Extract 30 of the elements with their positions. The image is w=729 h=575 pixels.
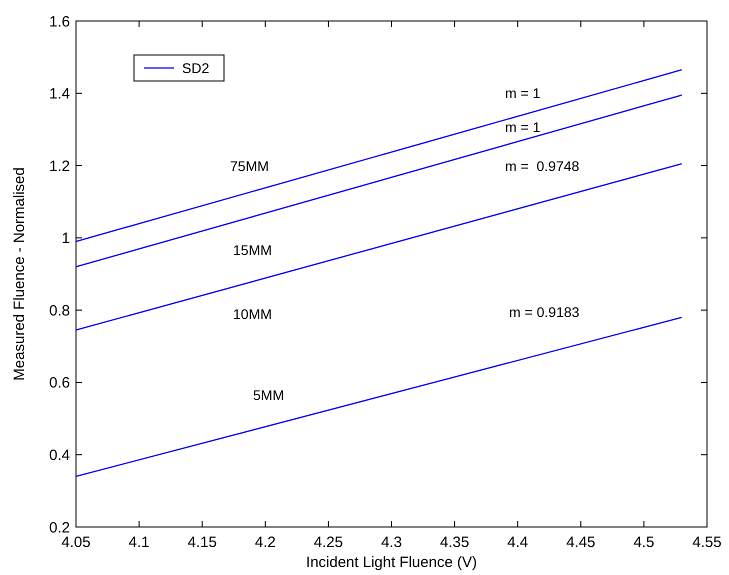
legend-label: SD2 [182,60,210,76]
y-tick-label: 1.4 [49,86,70,103]
x-tick-label: 4.05 [61,534,91,551]
x-tick-label: 4.5 [633,534,654,551]
x-tick-label: 4.25 [314,534,343,551]
x-tick-label: 4.3 [381,534,402,551]
annotation: 10MM [233,306,272,322]
x-tick-label: 4.2 [254,534,276,551]
x-tick-label: 4.35 [440,534,470,551]
annotation: 5MM [253,386,284,403]
x-tick-label: 4.1 [128,534,150,551]
x-tick-label: 4.55 [692,534,722,551]
y-tick-label: 1.6 [49,13,70,30]
x-tick-label: 4.4 [507,534,528,551]
annotation: 15MM [233,242,272,258]
y-tick-label: 1.2 [49,158,70,175]
annotation: 75MM [230,158,269,174]
y-tick-label: 0.6 [49,374,70,392]
y-axis-title: Measured Fluence - Normalised [11,167,28,381]
annotation: m = 1 [505,118,541,135]
annotation: m = 0.9748 [505,158,580,174]
y-tick-label: 0.2 [49,519,70,536]
annotation: m = 0.9183 [509,304,580,320]
y-tick-label: 0.4 [49,446,70,464]
x-tick-label: 4.15 [188,534,217,551]
x-axis-title: Incident Light Fluence (V) [306,554,477,571]
y-tick-label: 1 [62,230,70,248]
y-tick-label: 0.8 [49,302,70,320]
annotation: m = 1 [505,84,541,101]
x-tick-label: 4.45 [566,534,596,551]
